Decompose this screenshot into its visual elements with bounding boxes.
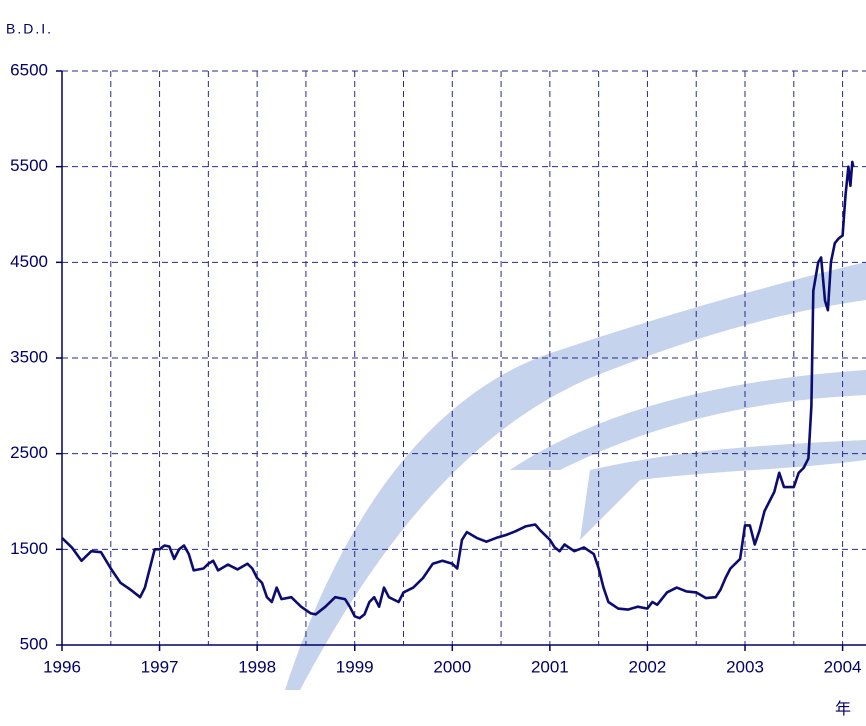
x-axis-title: 年 (835, 700, 851, 718)
x-tick-label: 1996 (43, 657, 81, 676)
x-tick-label: 2000 (433, 657, 471, 676)
y-tick-label: 5500 (10, 156, 48, 175)
x-tick-label: 2004 (824, 657, 862, 676)
y-tick-label: 6500 (10, 60, 48, 79)
y-tick-label: 4500 (10, 252, 48, 271)
x-tick-label: 2001 (531, 657, 569, 676)
x-tick-label: 2003 (726, 657, 764, 676)
y-tick-label: 2500 (10, 443, 48, 462)
x-tick-label: 2002 (629, 657, 667, 676)
chart: B.D.I. 年 500 1500 2500 3500 4500 5500 6500 1996… (0, 0, 866, 726)
y-tick-label: 1500 (10, 539, 48, 558)
x-tick-label: 1997 (141, 657, 179, 676)
y-tick-label: 500 (20, 634, 48, 653)
x-tick-label: 1999 (336, 657, 374, 676)
y-axis-title: B.D.I. (6, 21, 53, 37)
x-tick-label: 1998 (238, 657, 276, 676)
y-tick-label: 3500 (10, 347, 48, 366)
